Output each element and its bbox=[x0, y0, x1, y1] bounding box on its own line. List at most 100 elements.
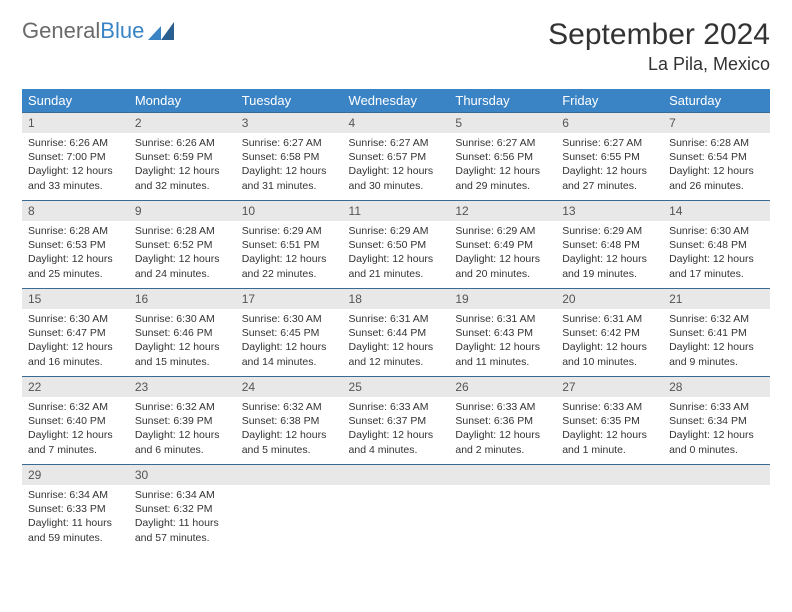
day-line-sr: Sunrise: 6:34 AM bbox=[28, 488, 123, 502]
day-line-ss: Sunset: 6:52 PM bbox=[135, 238, 230, 252]
calendar-cell: . bbox=[449, 465, 556, 553]
day-line-ss: Sunset: 6:53 PM bbox=[28, 238, 123, 252]
day-number: 22 bbox=[22, 377, 129, 397]
logo-text-2: Blue bbox=[100, 18, 144, 44]
day-line-sr: Sunrise: 6:29 AM bbox=[562, 224, 657, 238]
calendar-row: 8Sunrise: 6:28 AMSunset: 6:53 PMDaylight… bbox=[22, 201, 770, 289]
day-line-d1: Daylight: 12 hours bbox=[669, 164, 764, 178]
logo-icon bbox=[148, 22, 174, 40]
day-line-sr: Sunrise: 6:28 AM bbox=[28, 224, 123, 238]
day-line-ss: Sunset: 6:58 PM bbox=[242, 150, 337, 164]
calendar-cell: . bbox=[236, 465, 343, 553]
day-line-ss: Sunset: 6:32 PM bbox=[135, 502, 230, 516]
day-line-ss: Sunset: 6:35 PM bbox=[562, 414, 657, 428]
day-line-d2: and 57 minutes. bbox=[135, 531, 230, 545]
day-line-ss: Sunset: 6:57 PM bbox=[349, 150, 444, 164]
day-line-sr: Sunrise: 6:30 AM bbox=[242, 312, 337, 326]
day-number: 9 bbox=[129, 201, 236, 221]
day-details: Sunrise: 6:33 AMSunset: 6:36 PMDaylight:… bbox=[449, 397, 556, 463]
day-line-sr: Sunrise: 6:29 AM bbox=[455, 224, 550, 238]
day-line-sr: Sunrise: 6:31 AM bbox=[562, 312, 657, 326]
calendar-cell: . bbox=[556, 465, 663, 553]
calendar-cell: 4Sunrise: 6:27 AMSunset: 6:57 PMDaylight… bbox=[343, 113, 450, 201]
day-line-d1: Daylight: 12 hours bbox=[349, 340, 444, 354]
day-line-d2: and 21 minutes. bbox=[349, 267, 444, 281]
day-line-sr: Sunrise: 6:31 AM bbox=[455, 312, 550, 326]
logo: GeneralBlue bbox=[22, 18, 174, 44]
day-line-d1: Daylight: 12 hours bbox=[135, 164, 230, 178]
day-line-d2: and 33 minutes. bbox=[28, 179, 123, 193]
day-line-d2: and 31 minutes. bbox=[242, 179, 337, 193]
day-line-sr: Sunrise: 6:32 AM bbox=[28, 400, 123, 414]
day-details: Sunrise: 6:31 AMSunset: 6:43 PMDaylight:… bbox=[449, 309, 556, 375]
calendar-cell: 1Sunrise: 6:26 AMSunset: 7:00 PMDaylight… bbox=[22, 113, 129, 201]
calendar-cell: 20Sunrise: 6:31 AMSunset: 6:42 PMDayligh… bbox=[556, 289, 663, 377]
calendar-cell: 9Sunrise: 6:28 AMSunset: 6:52 PMDaylight… bbox=[129, 201, 236, 289]
day-line-d2: and 9 minutes. bbox=[669, 355, 764, 369]
calendar-cell: 3Sunrise: 6:27 AMSunset: 6:58 PMDaylight… bbox=[236, 113, 343, 201]
day-number: 11 bbox=[343, 201, 450, 221]
day-number: 15 bbox=[22, 289, 129, 309]
day-line-d2: and 29 minutes. bbox=[455, 179, 550, 193]
day-line-sr: Sunrise: 6:27 AM bbox=[349, 136, 444, 150]
day-line-d1: Daylight: 12 hours bbox=[28, 428, 123, 442]
calendar-cell: 10Sunrise: 6:29 AMSunset: 6:51 PMDayligh… bbox=[236, 201, 343, 289]
day-line-d2: and 22 minutes. bbox=[242, 267, 337, 281]
day-line-d1: Daylight: 12 hours bbox=[669, 252, 764, 266]
day-line-sr: Sunrise: 6:29 AM bbox=[242, 224, 337, 238]
day-line-sr: Sunrise: 6:31 AM bbox=[349, 312, 444, 326]
calendar-cell: 2Sunrise: 6:26 AMSunset: 6:59 PMDaylight… bbox=[129, 113, 236, 201]
day-details: Sunrise: 6:32 AMSunset: 6:40 PMDaylight:… bbox=[22, 397, 129, 463]
day-line-ss: Sunset: 6:44 PM bbox=[349, 326, 444, 340]
day-line-ss: Sunset: 6:45 PM bbox=[242, 326, 337, 340]
calendar-cell: 23Sunrise: 6:32 AMSunset: 6:39 PMDayligh… bbox=[129, 377, 236, 465]
calendar-row: 1Sunrise: 6:26 AMSunset: 7:00 PMDaylight… bbox=[22, 113, 770, 201]
day-line-d2: and 32 minutes. bbox=[135, 179, 230, 193]
day-line-d1: Daylight: 12 hours bbox=[669, 340, 764, 354]
weekday-header-row: Sunday Monday Tuesday Wednesday Thursday… bbox=[22, 89, 770, 113]
month-title: September 2024 bbox=[548, 18, 770, 52]
day-line-d2: and 6 minutes. bbox=[135, 443, 230, 457]
day-line-d2: and 19 minutes. bbox=[562, 267, 657, 281]
day-line-sr: Sunrise: 6:32 AM bbox=[135, 400, 230, 414]
day-line-d1: Daylight: 12 hours bbox=[455, 340, 550, 354]
day-number: 2 bbox=[129, 113, 236, 133]
day-details: Sunrise: 6:32 AMSunset: 6:39 PMDaylight:… bbox=[129, 397, 236, 463]
day-details: Sunrise: 6:26 AMSunset: 6:59 PMDaylight:… bbox=[129, 133, 236, 199]
calendar-cell: 28Sunrise: 6:33 AMSunset: 6:34 PMDayligh… bbox=[663, 377, 770, 465]
day-line-d1: Daylight: 12 hours bbox=[455, 164, 550, 178]
calendar-cell: 16Sunrise: 6:30 AMSunset: 6:46 PMDayligh… bbox=[129, 289, 236, 377]
day-line-d1: Daylight: 12 hours bbox=[242, 340, 337, 354]
day-line-d1: Daylight: 12 hours bbox=[242, 164, 337, 178]
calendar-cell: 18Sunrise: 6:31 AMSunset: 6:44 PMDayligh… bbox=[343, 289, 450, 377]
calendar-cell: 24Sunrise: 6:32 AMSunset: 6:38 PMDayligh… bbox=[236, 377, 343, 465]
calendar-cell: 11Sunrise: 6:29 AMSunset: 6:50 PMDayligh… bbox=[343, 201, 450, 289]
day-number: 25 bbox=[343, 377, 450, 397]
day-line-d2: and 26 minutes. bbox=[669, 179, 764, 193]
weekday-header: Wednesday bbox=[343, 89, 450, 113]
day-line-d2: and 7 minutes. bbox=[28, 443, 123, 457]
day-details: Sunrise: 6:30 AMSunset: 6:48 PMDaylight:… bbox=[663, 221, 770, 287]
calendar-cell: 27Sunrise: 6:33 AMSunset: 6:35 PMDayligh… bbox=[556, 377, 663, 465]
day-line-ss: Sunset: 7:00 PM bbox=[28, 150, 123, 164]
day-line-ss: Sunset: 6:41 PM bbox=[669, 326, 764, 340]
calendar-cell: 5Sunrise: 6:27 AMSunset: 6:56 PMDaylight… bbox=[449, 113, 556, 201]
calendar-cell: 17Sunrise: 6:30 AMSunset: 6:45 PMDayligh… bbox=[236, 289, 343, 377]
calendar-cell: . bbox=[343, 465, 450, 553]
day-line-ss: Sunset: 6:36 PM bbox=[455, 414, 550, 428]
day-line-d2: and 5 minutes. bbox=[242, 443, 337, 457]
day-line-sr: Sunrise: 6:27 AM bbox=[242, 136, 337, 150]
day-line-ss: Sunset: 6:48 PM bbox=[562, 238, 657, 252]
day-line-sr: Sunrise: 6:30 AM bbox=[135, 312, 230, 326]
day-number: 7 bbox=[663, 113, 770, 133]
day-number: . bbox=[663, 465, 770, 485]
calendar-row: 29Sunrise: 6:34 AMSunset: 6:33 PMDayligh… bbox=[22, 465, 770, 553]
day-line-ss: Sunset: 6:33 PM bbox=[28, 502, 123, 516]
calendar-cell: 13Sunrise: 6:29 AMSunset: 6:48 PMDayligh… bbox=[556, 201, 663, 289]
day-details: Sunrise: 6:34 AMSunset: 6:32 PMDaylight:… bbox=[129, 485, 236, 551]
day-number: . bbox=[449, 465, 556, 485]
day-line-d2: and 16 minutes. bbox=[28, 355, 123, 369]
day-line-d2: and 0 minutes. bbox=[669, 443, 764, 457]
day-details: Sunrise: 6:30 AMSunset: 6:46 PMDaylight:… bbox=[129, 309, 236, 375]
calendar-cell: 26Sunrise: 6:33 AMSunset: 6:36 PMDayligh… bbox=[449, 377, 556, 465]
